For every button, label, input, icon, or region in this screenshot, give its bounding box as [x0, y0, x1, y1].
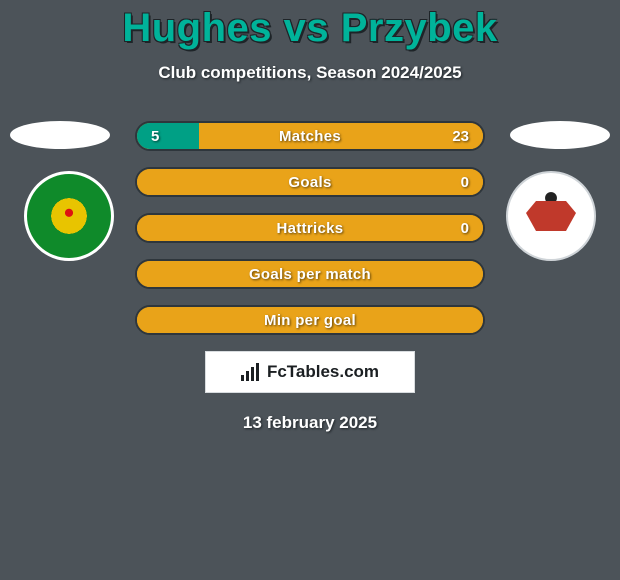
club-crest-right: [521, 186, 581, 246]
stat-bar: Goals 0: [135, 167, 485, 197]
stat-bar-label: Min per goal: [264, 312, 356, 329]
stat-bar-label: Goals per match: [249, 266, 371, 283]
stat-bar: Hattricks 0: [135, 213, 485, 243]
club-badge-left: [24, 171, 114, 261]
club-badge-right: [506, 171, 596, 261]
stat-bar-value-right: 0: [461, 220, 469, 237]
stat-bar-fill-left: [137, 123, 199, 149]
player-avatar-left: [10, 121, 110, 149]
stat-bar-label: Goals: [288, 174, 331, 191]
footer-date: 13 february 2025: [0, 413, 620, 433]
stat-bars: Matches 5 23 Goals 0 Hattricks 0 Goals per matc…: [135, 121, 485, 335]
stat-bar: Goals per match: [135, 259, 485, 289]
bar-chart-icon: [241, 363, 261, 381]
brand-box: FcTables.com: [205, 351, 415, 393]
page-title: Hughes vs Przybek: [0, 0, 620, 51]
page-subtitle: Club competitions, Season 2024/2025: [0, 63, 620, 83]
stat-bar-value-right: 0: [461, 174, 469, 191]
stat-bar-label: Hattricks: [277, 220, 344, 237]
stat-bar-value-left: 5: [151, 128, 159, 145]
stat-bar-label: Matches: [279, 128, 341, 145]
comparison-panel: Matches 5 23 Goals 0 Hattricks 0 Goals per matc…: [0, 121, 620, 433]
stat-bar-value-right: 23: [452, 128, 469, 145]
stat-bar: Min per goal: [135, 305, 485, 335]
brand-text: FcTables.com: [267, 362, 379, 382]
player-avatar-right: [510, 121, 610, 149]
stat-bar: Matches 5 23: [135, 121, 485, 151]
